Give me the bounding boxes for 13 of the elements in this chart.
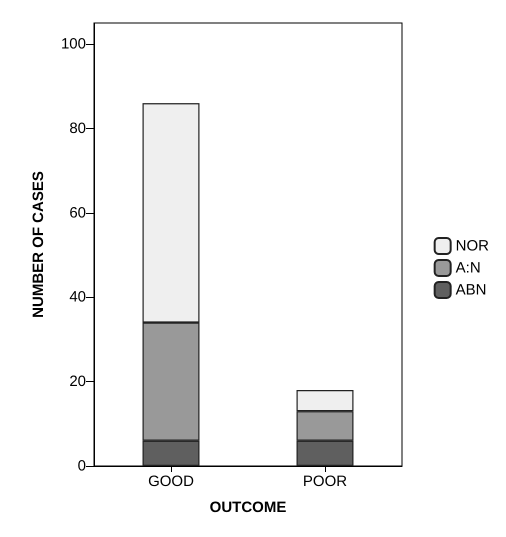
y-tick-label: 20 — [69, 373, 86, 390]
x-axis-title: OUTCOME — [210, 499, 286, 516]
x-tick-label: GOOD — [148, 473, 194, 490]
y-axis-title: NUMBER OF CASES — [30, 171, 47, 318]
y-tick-label: 80 — [69, 120, 86, 137]
legend-label: ABN — [456, 282, 487, 298]
legend-label: NOR — [456, 238, 490, 254]
x-tick-label: POOR — [302, 473, 348, 490]
y-tick-label: 0 — [78, 458, 86, 474]
y-tick-label: 100 — [60, 36, 86, 53]
legend-label: A:N — [456, 260, 481, 276]
y-tick-label: 60 — [69, 204, 86, 222]
y-tick-label: 40 — [69, 288, 86, 306]
